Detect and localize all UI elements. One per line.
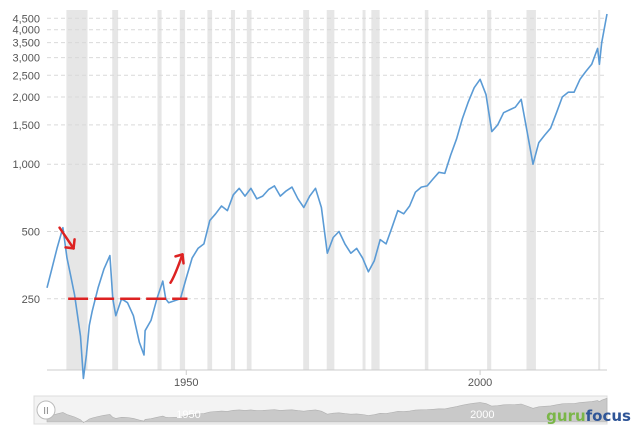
navigator-label: 1950: [176, 409, 200, 421]
arrow-down-annotation: [58, 226, 75, 250]
series-lines: [46, 13, 608, 380]
recession-band: [487, 10, 492, 370]
navigator-area: [46, 397, 608, 423]
y-tick-label: 4,000: [12, 25, 40, 37]
recession-band: [230, 10, 236, 370]
y-tick-label: 2,500: [12, 70, 40, 82]
recession-band: [371, 10, 380, 370]
series-line: [46, 13, 608, 380]
gridlines: [47, 17, 607, 371]
x-tick-label: 2000: [468, 377, 492, 389]
x-axis-tick-labels: 1950 2000: [174, 370, 492, 389]
arrow-down-head: [64, 238, 76, 250]
y-tick-label: 1,000: [12, 159, 40, 171]
y-tick-label: 1,500: [12, 120, 40, 132]
y-tick-label: 2,000: [12, 92, 40, 104]
arrow-up-head: [174, 253, 185, 265]
range-navigator[interactable]: 1950 2000 II: [33, 395, 608, 425]
recession-band: [362, 10, 366, 370]
recession-bands: [66, 10, 601, 370]
x-tick-label: 1950: [174, 377, 198, 389]
y-tick-label: 250: [22, 294, 40, 306]
y-tick-label: 3,000: [12, 53, 40, 65]
recession-band: [157, 10, 162, 370]
arrow-up-annotation: [169, 253, 184, 284]
navigator-handle[interactable]: [36, 400, 56, 420]
navigator-handle-symbol: II: [43, 406, 49, 417]
recession-band: [526, 10, 536, 370]
y-tick-label: 4,500: [12, 13, 40, 25]
recession-band: [207, 10, 213, 370]
brand-logo-part1: guru: [546, 407, 586, 425]
annotations: [58, 226, 188, 301]
recession-band: [424, 10, 429, 370]
recession-band: [303, 10, 310, 370]
recession-band: [326, 10, 335, 370]
navigator-label: 2000: [470, 409, 494, 421]
y-tick-label: 3,500: [12, 38, 40, 50]
brand-logo: gurufocus: [546, 407, 631, 425]
brand-logo-part2: focus: [586, 407, 631, 425]
y-tick-label: 500: [22, 227, 40, 239]
recession-band: [179, 10, 186, 370]
recession-band: [112, 10, 119, 370]
y-axis-tick-labels: 250 500 1,000 1,500 2,000 2,500 3,000 3,5004,00…: [12, 13, 40, 306]
recession-band: [598, 10, 601, 370]
